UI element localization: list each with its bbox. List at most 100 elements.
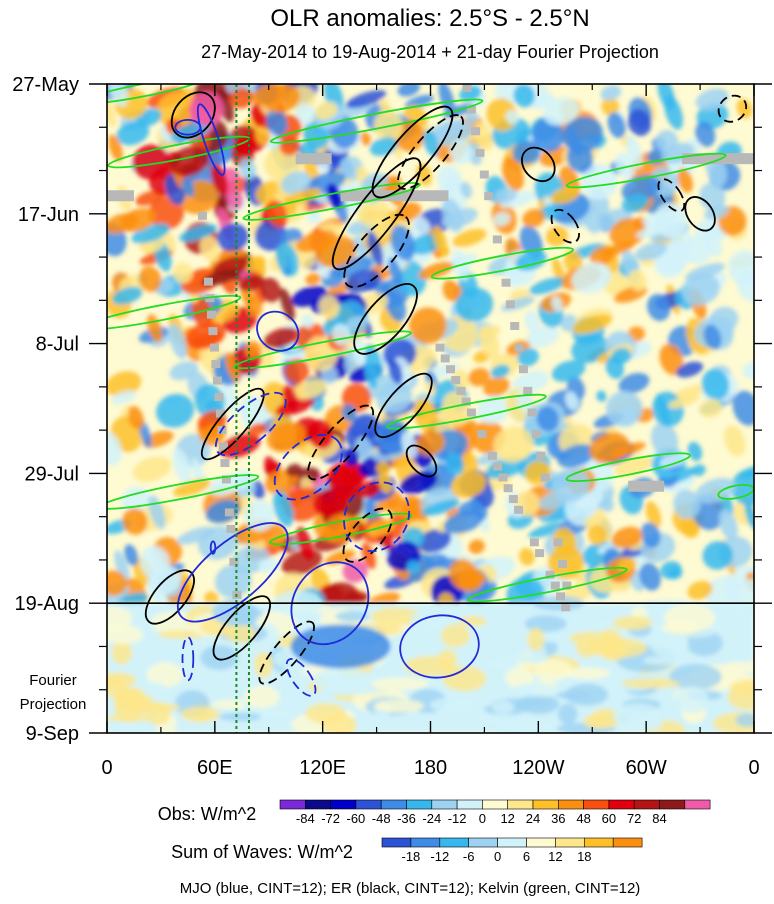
anomaly-cell <box>296 526 314 561</box>
anomaly-cell <box>406 560 420 574</box>
waves-colorbar-level: -12 <box>430 849 449 864</box>
anomaly-cell <box>539 491 568 511</box>
missing-data-cell <box>484 192 494 201</box>
anomaly-cell <box>702 541 733 570</box>
waves-colorbar-level: -18 <box>402 849 421 864</box>
obs-colorbar: Obs: W/m^2 -84 -72 -60 -48 -36 -24 -12 0 12 24 36 4… <box>158 799 711 826</box>
er-contour <box>170 91 216 139</box>
anomaly-cell <box>680 515 700 539</box>
anomaly-cell <box>572 314 612 334</box>
projection-cell <box>735 713 754 728</box>
projection-cell <box>524 615 567 633</box>
anomaly-cell <box>421 499 460 516</box>
projection-cell <box>527 627 545 651</box>
missing-data-cell <box>220 458 230 467</box>
obs-colorbar-swatch <box>355 799 382 810</box>
anomaly-cell <box>709 306 739 333</box>
anomaly-cell <box>258 560 270 574</box>
anomaly-cell <box>413 398 438 433</box>
x-tick-label: 120W <box>512 757 564 779</box>
anomaly-cell <box>445 452 464 476</box>
missing-data-cell <box>492 235 502 244</box>
projection-cell <box>373 699 425 713</box>
projection-cell <box>539 632 569 641</box>
projection-cell <box>200 645 239 670</box>
anomaly-cell <box>356 199 390 227</box>
missing-data-cell <box>503 484 513 493</box>
obs-colorbar-level: 72 <box>627 811 641 826</box>
projection-label-line2: Projection <box>20 696 87 713</box>
y-tick-label: 17-Jun <box>18 204 79 226</box>
anomaly-cell <box>529 277 567 295</box>
anomaly-cell <box>499 190 537 209</box>
anomaly-cell <box>225 186 244 210</box>
anomaly-cell <box>657 84 676 111</box>
er-contour <box>144 569 195 625</box>
mjo-contour <box>285 658 317 697</box>
anomaly-cell <box>703 324 722 350</box>
projection-cell <box>564 683 609 706</box>
anomaly-cell <box>252 84 287 107</box>
chart-title: OLR anomalies: 2.5°S - 2.5°N <box>270 5 589 32</box>
anomaly-cell <box>611 526 643 549</box>
anomaly-cell <box>551 360 586 382</box>
anomaly-cell <box>111 390 137 405</box>
anomaly-cell <box>557 444 596 468</box>
obs-colorbar-swatch <box>507 799 534 810</box>
obs-colorbar-swatch <box>608 799 635 810</box>
kelvin-contour <box>107 474 260 510</box>
projection-cell <box>146 662 184 688</box>
missing-data-bar <box>295 153 332 165</box>
anomaly-cell <box>513 84 535 108</box>
anomaly-cell <box>313 488 348 517</box>
anomaly-cell <box>395 202 422 222</box>
missing-data-cell <box>466 408 476 417</box>
anomaly-cell <box>173 262 193 284</box>
anomaly-cell <box>369 137 398 156</box>
missing-data-cell <box>211 360 221 369</box>
anomaly-cell <box>476 395 510 424</box>
anomaly-cell <box>681 273 720 306</box>
er-contour <box>342 507 393 563</box>
waves-colorbar-level: -6 <box>463 849 475 864</box>
anomaly-cell <box>659 452 688 469</box>
projection-cell <box>440 623 470 648</box>
anomaly-cell <box>346 90 387 109</box>
x-tick-label: 60E <box>197 757 233 779</box>
missing-data-cell <box>221 475 231 484</box>
projection-cell <box>180 706 221 723</box>
dotted-longitude-lines <box>235 84 250 733</box>
anomaly-cell <box>284 358 310 384</box>
projection-cell <box>510 683 558 697</box>
waves-colorbar-swatch <box>526 837 556 848</box>
missing-data-cell <box>561 603 571 612</box>
obs-colorbar-level: 60 <box>602 811 616 826</box>
missing-data-cell <box>527 408 537 417</box>
obs-colorbar-level: 0 <box>479 811 486 826</box>
er-contour <box>657 178 686 213</box>
projection-cell <box>621 678 680 689</box>
missing-data-cell <box>226 524 236 533</box>
obs-colorbar-level: -72 <box>321 811 340 826</box>
waves-colorbar-swatch <box>410 837 441 848</box>
obs-colorbar-swatch <box>633 799 660 810</box>
anomaly-cell <box>524 310 540 333</box>
projection-cell <box>124 702 181 712</box>
anomaly-cell <box>605 390 643 427</box>
obs-colorbar-swatch <box>456 799 483 810</box>
anomaly-cell <box>628 269 647 292</box>
projection-cell <box>111 641 133 665</box>
anomaly-cell <box>204 591 219 606</box>
anomaly-cell <box>517 347 539 367</box>
missing-data-cell <box>462 84 472 92</box>
missing-data-cell <box>229 557 239 566</box>
anomaly-cell <box>239 158 257 181</box>
chart-subtitle: 27-May-2014 to 19-Aug-2014 + 21-day Four… <box>201 42 659 62</box>
anomaly-cell <box>293 379 327 400</box>
obs-colorbar-level: -24 <box>422 811 441 826</box>
anomaly-cell <box>695 88 729 111</box>
anomaly-cell <box>385 290 407 322</box>
obs-colorbar-swatch <box>431 799 458 810</box>
anomaly-cell <box>114 550 130 585</box>
kelvin-contour <box>269 98 484 144</box>
